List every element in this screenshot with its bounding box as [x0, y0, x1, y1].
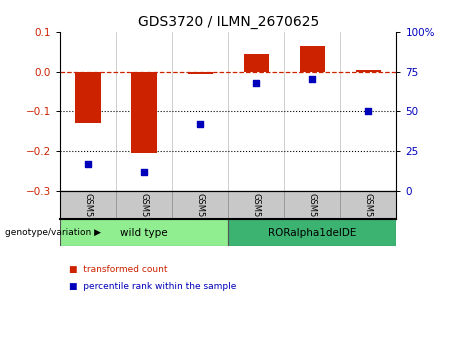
Bar [116, 190, 172, 219]
Title: GDS3720 / ILMN_2670625: GDS3720 / ILMN_2670625 [137, 16, 319, 29]
Point [253, 80, 260, 86]
Bar [172, 190, 228, 219]
Point [84, 161, 92, 166]
Bar [60, 190, 116, 219]
Point [140, 169, 148, 175]
Text: GSM518353: GSM518353 [195, 193, 205, 244]
Text: ■  percentile rank within the sample: ■ percentile rank within the sample [69, 282, 236, 291]
Point [196, 121, 204, 127]
Text: GSM518352: GSM518352 [140, 193, 148, 244]
Text: RORalpha1delDE: RORalpha1delDE [268, 228, 356, 238]
Bar [243, 54, 269, 72]
Bar [300, 46, 325, 72]
Bar [60, 219, 228, 246]
Text: wild type: wild type [120, 228, 168, 238]
Bar [284, 190, 340, 219]
Point [365, 108, 372, 114]
Bar [131, 72, 157, 153]
Bar [340, 190, 396, 219]
Text: GSM518355: GSM518355 [308, 193, 317, 244]
Bar [75, 72, 100, 123]
Bar [356, 70, 381, 72]
Text: GSM518356: GSM518356 [364, 193, 373, 244]
Bar [228, 190, 284, 219]
Bar [188, 72, 213, 74]
Text: GSM518354: GSM518354 [252, 193, 261, 244]
Bar [228, 219, 396, 246]
Text: GSM518351: GSM518351 [83, 193, 93, 244]
Point [309, 77, 316, 82]
Text: ■  transformed count: ■ transformed count [69, 264, 168, 274]
Text: genotype/variation ▶: genotype/variation ▶ [5, 228, 100, 237]
